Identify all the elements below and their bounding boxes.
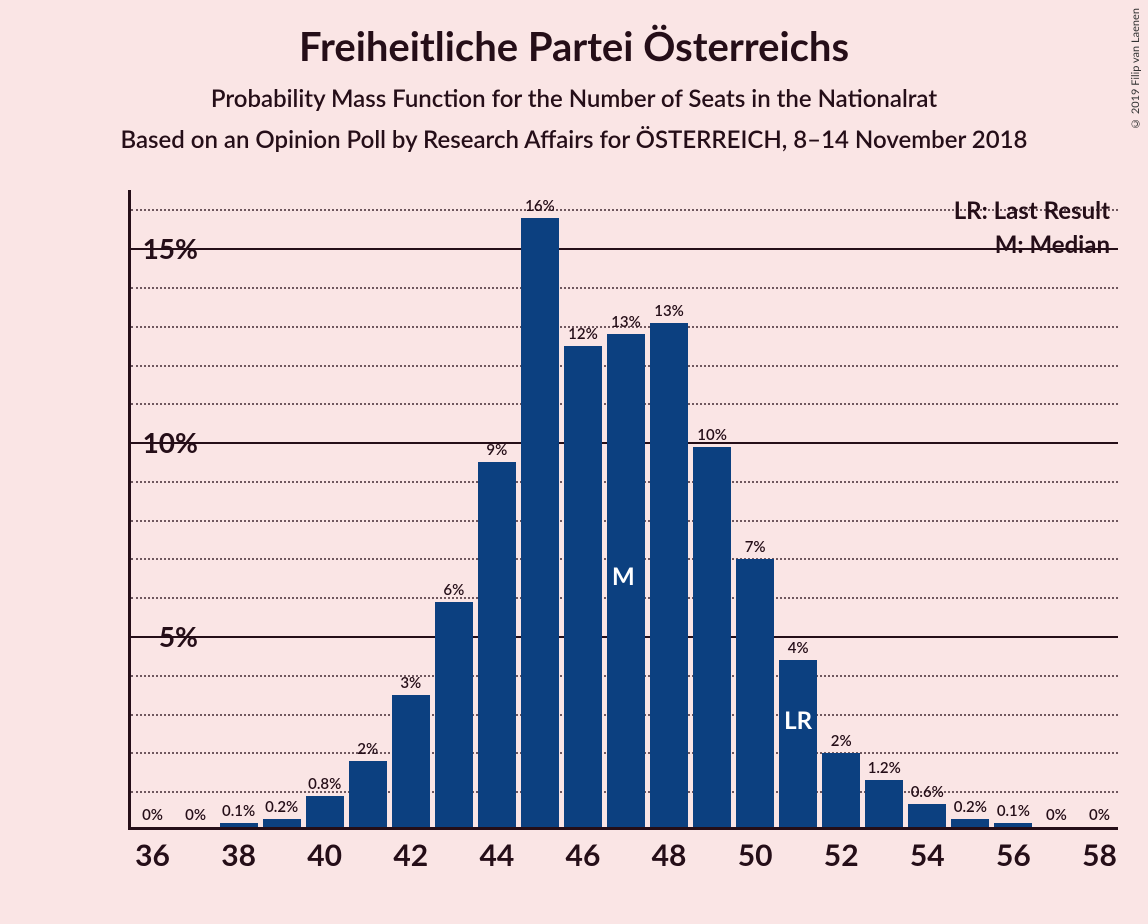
x-axis-tick-label: 58 <box>1082 837 1117 873</box>
bar: 2% <box>349 761 387 827</box>
bar: 13% <box>650 323 688 827</box>
bar: 1.2% <box>865 780 903 827</box>
bar: 0.6% <box>908 804 946 827</box>
legend-median: M: Median <box>995 230 1110 259</box>
bar-value-label: 0.2% <box>265 798 298 819</box>
bar-value-label: 7% <box>745 538 766 559</box>
bar: 7% <box>736 559 774 827</box>
bar: 3% <box>392 695 430 827</box>
copyright-text: © 2019 Filip van Laenen <box>1129 8 1142 130</box>
gridline-major <box>131 248 1118 250</box>
bar-value-label: 1.2% <box>868 759 901 780</box>
bar-value-label: 0.8% <box>308 775 341 796</box>
x-axis-tick-label: 56 <box>996 837 1031 873</box>
bar-value-label: 0% <box>185 806 206 827</box>
bar: 12% <box>564 346 602 827</box>
x-axis-tick-label: 52 <box>824 837 859 873</box>
chart-subtitle-1: Probability Mass Function for the Number… <box>0 70 1148 113</box>
bar-value-label: 0% <box>142 806 163 827</box>
chart-title: Freiheitliche Partei Österreichs <box>0 0 1148 70</box>
bar-value-label: 0.6% <box>911 783 944 804</box>
x-axis-tick-label: 50 <box>738 837 773 873</box>
chart-area: LR: Last Result M: Median 5%10%15%0%0%0.… <box>48 190 1118 890</box>
bar-value-label: 2% <box>357 740 378 761</box>
bar-value-label: 3% <box>400 674 421 695</box>
x-axis-tick-label: 42 <box>393 837 428 873</box>
bar-value-label: 10% <box>697 426 727 447</box>
x-axis-tick-label: 48 <box>652 837 687 873</box>
bar-value-label: 6% <box>443 581 464 602</box>
bar-value-label: 0% <box>1046 806 1067 827</box>
x-axis-tick-label: 38 <box>221 837 256 873</box>
bar: 10% <box>693 447 731 827</box>
marker-median: M <box>612 562 635 591</box>
bar-value-label: 0.2% <box>954 798 987 819</box>
bar-value-label: 12% <box>568 325 598 346</box>
gridline-minor <box>131 287 1118 289</box>
marker-last-result: LR <box>784 706 812 735</box>
plot-area: LR: Last Result M: Median 5%10%15%0%0%0.… <box>128 190 1118 830</box>
x-axis-tick-label: 54 <box>910 837 945 873</box>
bar-value-label: 2% <box>831 732 852 753</box>
bar-value-label: 13% <box>611 313 641 334</box>
bar: 0.2% <box>951 819 989 827</box>
bar: 4% <box>779 660 817 827</box>
bar: 9% <box>478 462 516 827</box>
y-axis-tick-label: 5% <box>118 619 198 653</box>
x-axis-tick-label: 46 <box>566 837 601 873</box>
bar: 16% <box>521 218 559 827</box>
bar: 0.8% <box>306 796 344 827</box>
y-axis-tick-label: 10% <box>118 425 198 459</box>
x-axis-tick-label: 44 <box>479 837 514 873</box>
bar-value-label: 0.1% <box>222 802 255 823</box>
bar: 6% <box>435 602 473 827</box>
bar-value-label: 0% <box>1089 806 1110 827</box>
y-axis-tick-label: 15% <box>118 231 198 265</box>
bar-value-label: 13% <box>654 302 684 323</box>
bar-value-label: 0.1% <box>997 802 1030 823</box>
bar-value-label: 9% <box>486 441 507 462</box>
bar-value-label: 16% <box>525 197 555 218</box>
x-axis-tick-label: 36 <box>135 837 170 873</box>
bar-value-label: 4% <box>788 639 809 660</box>
bar: 0.1% <box>220 823 258 827</box>
bar: 0.1% <box>994 823 1032 827</box>
bar: 2% <box>822 753 860 827</box>
chart-subtitle-2: Based on an Opinion Poll by Research Aff… <box>0 113 1148 154</box>
x-axis-tick-label: 40 <box>307 837 342 873</box>
gridline-minor <box>131 209 1118 211</box>
bar: 0.2% <box>263 819 301 827</box>
